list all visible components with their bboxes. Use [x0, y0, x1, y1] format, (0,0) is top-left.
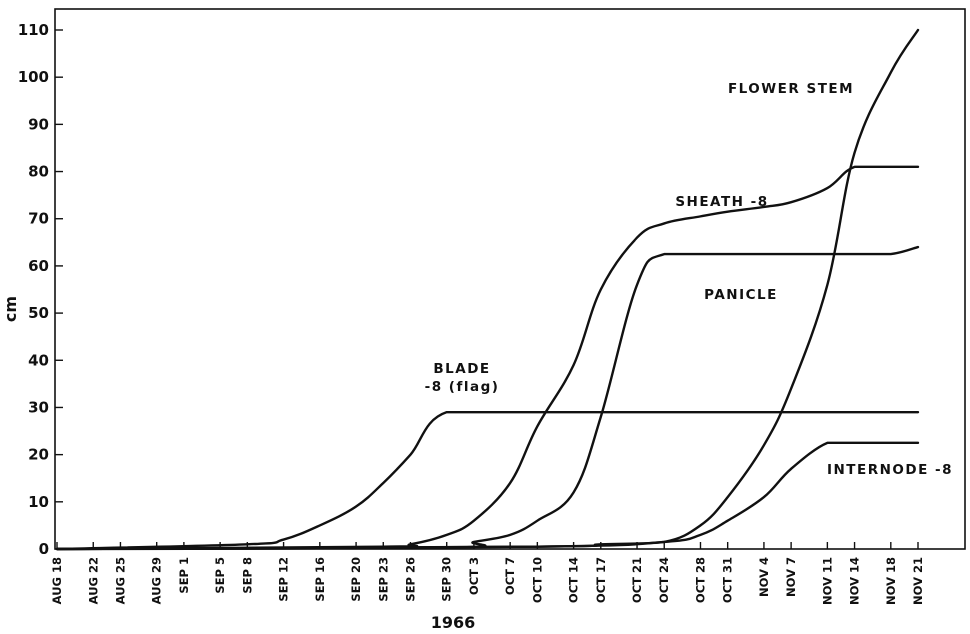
x-tick-label: SEP 30	[440, 557, 454, 602]
series-label-internode-8: INTERNODE -8	[827, 462, 953, 478]
x-tick-label: OCT 31	[721, 557, 735, 603]
series-labels: BLADE -8 (flag) SHEATH -8 PANICLE FLOWER STE…	[425, 81, 953, 478]
x-tick-label: SEP 1	[177, 557, 191, 594]
series-line-blade-8-flag	[55, 410, 920, 551]
x-tick-label: NOV 4	[757, 557, 771, 597]
y-tick-label: 50	[28, 304, 49, 322]
x-tick-label: AUG 25	[113, 557, 127, 604]
y-tick-label: 110	[18, 21, 49, 39]
x-tick-label: SEP 20	[349, 557, 363, 602]
series-label-panicle: PANICLE	[704, 287, 778, 303]
x-tick-label: SEP 8	[240, 557, 254, 594]
y-tick-label: 40	[28, 351, 49, 369]
x-tick-label: OCT 24	[657, 557, 671, 603]
series-label-flower-stem: FLOWER STEM	[728, 81, 854, 97]
x-tick-label: NOV 21	[911, 557, 925, 605]
x-tick-label: SEP 12	[277, 557, 291, 602]
y-tick-label: 20	[28, 446, 49, 464]
y-tick-label: 100	[18, 68, 49, 86]
y-tick-label: 60	[28, 257, 49, 275]
x-tick-label: AUG 29	[150, 557, 164, 604]
x-tick-label: OCT 21	[630, 557, 644, 603]
series-line-sheath-8	[55, 165, 920, 551]
x-tick-label: NOV 14	[848, 557, 862, 605]
series-label-blade-8-flag: -8 (flag)	[425, 379, 500, 395]
x-tick-label: OCT 14	[567, 557, 581, 603]
y-tick-label: 90	[28, 115, 49, 133]
x-tick-label: SEP 26	[403, 557, 417, 602]
y-tick-label: 80	[28, 163, 49, 181]
y-tick-label: 10	[28, 493, 49, 511]
x-tick-label: OCT 17	[594, 557, 608, 603]
x-tick-label: SEP 16	[313, 557, 327, 602]
series-label-sheath-8: SHEATH -8	[675, 194, 768, 210]
x-tick-label: OCT 28	[693, 557, 707, 603]
x-tick-label: NOV 18	[884, 557, 898, 605]
y-axis: 0 10 20 30 40 50 60 70 80 90 100 110	[18, 21, 63, 558]
x-tick-label: OCT 7	[503, 557, 517, 595]
x-tick-label: NOV 11	[820, 557, 834, 605]
series-layer	[55, 28, 920, 551]
x-axis: AUG 18 AUG 22 AUG 25 AUG 29 SEP 1 SEP 5 SEP 8 S…	[50, 542, 925, 605]
x-tick-label: OCT 10	[530, 557, 544, 603]
y-tick-label: 70	[28, 210, 49, 228]
y-tick-label: 0	[39, 540, 49, 558]
x-tick-label: AUG 22	[86, 557, 100, 604]
series-line-internode-8	[55, 441, 920, 551]
x-axis-title: 1966	[431, 613, 476, 632]
y-tick-label: 30	[28, 398, 49, 416]
y-axis-title: cm	[1, 296, 20, 322]
series-line-panicle	[55, 245, 920, 551]
x-tick-label: SEP 23	[376, 557, 390, 602]
x-tick-label: NOV 7	[784, 557, 798, 597]
series-label-blade-8-flag: BLADE	[433, 361, 490, 377]
x-tick-label: SEP 5	[213, 557, 227, 594]
x-tick-label: AUG 18	[50, 557, 64, 604]
x-tick-label: OCT 3	[467, 557, 481, 595]
